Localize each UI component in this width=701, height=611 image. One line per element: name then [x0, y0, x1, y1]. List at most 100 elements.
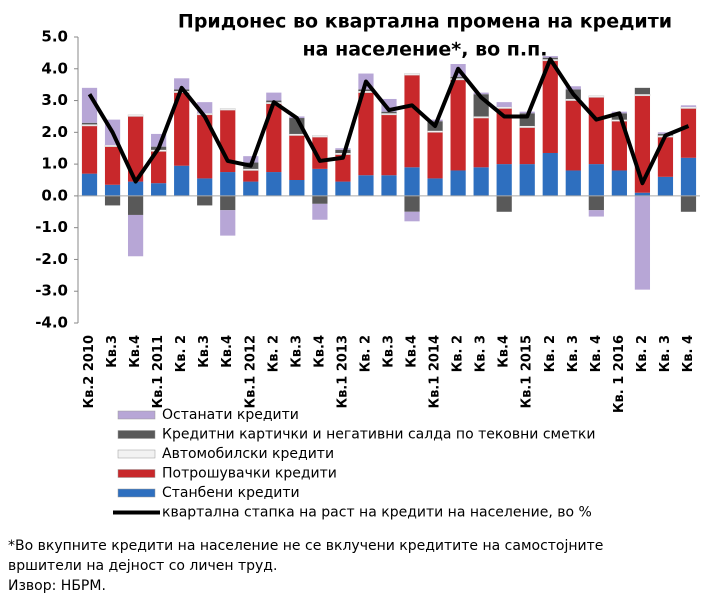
bar-segment	[151, 183, 167, 196]
bar-segment	[197, 195, 213, 206]
bar-segment	[496, 106, 513, 109]
bar-segment	[288, 133, 305, 136]
bar-segment	[381, 114, 397, 176]
legend-swatch	[117, 410, 156, 420]
bar-segment	[197, 178, 213, 196]
bar-segment	[519, 125, 536, 128]
y-tick-label: -4.0	[35, 314, 68, 332]
bar-segment	[427, 132, 443, 179]
bar-segment	[81, 124, 98, 127]
x-tick-label: Кв. 4	[589, 335, 604, 372]
x-tick-label: Кв. 3	[474, 335, 489, 372]
bar-segment	[611, 170, 627, 196]
x-tick-label: Кв. 3	[658, 335, 673, 372]
x-tick-label: Кв. 2	[174, 335, 189, 372]
y-tick-label: 2.0	[41, 123, 68, 141]
footnote: Извор: НБРМ.	[8, 578, 106, 594]
bar-segment	[104, 146, 121, 185]
bar-segment	[335, 148, 351, 150]
bar-segment	[358, 175, 374, 196]
x-tick-label: Кв.4	[128, 335, 143, 368]
bar-segment	[197, 114, 213, 179]
bar-segment	[174, 78, 190, 90]
bar-segment	[220, 210, 236, 236]
bar-segment	[496, 195, 512, 212]
bar-segment	[358, 89, 374, 92]
bar-segment	[542, 56, 558, 58]
bar-segment	[680, 157, 697, 196]
bar-segment	[266, 172, 282, 196]
bar-segment	[81, 122, 98, 125]
bar-segment	[243, 156, 259, 163]
bar-segment	[634, 93, 651, 97]
legend-label: Автомобилски кредити	[162, 446, 334, 462]
bar-segment	[496, 164, 512, 196]
bar-segment	[335, 181, 351, 196]
y-tick-label: 4.0	[41, 59, 68, 77]
bar-segment	[312, 135, 328, 138]
y-tick-label: -3.0	[35, 282, 68, 300]
x-tick-label: Кв.4	[405, 335, 420, 368]
x-tick-label: Кв.1 2014	[428, 335, 443, 409]
x-tick-label: Кв. 2	[543, 335, 558, 372]
bar-segment	[588, 195, 604, 211]
bar-segment	[81, 125, 98, 174]
y-tick-label: -1.0	[35, 218, 68, 236]
bar-segment	[588, 210, 604, 217]
x-tick-label: Кв. 2	[266, 335, 281, 372]
legend-label: Потрошувачки кредити	[162, 466, 337, 482]
x-tick-label: Кв.1 2015	[520, 335, 535, 409]
bar-segment	[127, 116, 144, 182]
bar-segment	[127, 181, 144, 196]
bar-segment	[197, 102, 213, 114]
bar-segment	[634, 87, 651, 95]
bar-segment	[496, 102, 512, 107]
legend-swatch	[117, 430, 156, 439]
chart-title: на население*, во п.п.	[303, 39, 548, 61]
line	[87, 57, 690, 186]
x-tick-label: Кв. 2	[635, 335, 650, 372]
bar-segment	[519, 164, 535, 196]
footnote: вршители на дејност со личен труд.	[8, 558, 277, 574]
legend-swatch	[117, 488, 156, 498]
bar-segment	[381, 113, 397, 116]
bar-segment	[565, 100, 581, 171]
bar-segment	[81, 87, 98, 123]
bar-segment	[81, 173, 98, 196]
bar-segment	[404, 195, 420, 212]
bar-segment	[450, 76, 466, 79]
bar-segment	[220, 172, 236, 196]
legend-swatch	[117, 449, 156, 459]
bar-segment	[680, 108, 697, 158]
bar-segment	[381, 175, 397, 196]
bar-segment	[657, 176, 674, 196]
x-tick-label: Кв.2 2010	[82, 335, 97, 409]
legend-label: Останати кредити	[162, 407, 299, 423]
bar-segment	[104, 184, 121, 196]
bar-segment	[127, 195, 144, 215]
bar-segment	[404, 167, 420, 196]
x-tick-label: Кв.1 2011	[151, 335, 166, 409]
bar-segment	[312, 168, 328, 196]
x-tick-label: Кв. 1 2016	[612, 335, 627, 413]
bar-segment	[427, 119, 443, 122]
bar-segment	[266, 103, 282, 173]
bar-segment	[588, 97, 604, 165]
bar-segment	[312, 203, 328, 220]
bar-segment	[312, 195, 328, 204]
bar-segment	[473, 92, 489, 95]
bar-segment	[565, 86, 581, 90]
bar-segment	[127, 214, 144, 257]
chart-title: Придонес во квартална промена на кредити	[178, 11, 672, 33]
x-tick-label: Кв. 2	[358, 335, 373, 372]
footnote: *Во вкупните кредити на население не се …	[8, 538, 603, 554]
x-tick-label: Кв.1 2013	[335, 335, 350, 409]
bar-segment	[381, 111, 397, 114]
bar-segment	[611, 121, 627, 171]
x-tick-label: Кв.3	[289, 335, 304, 368]
x-tick-label: Кв.1 2012	[243, 335, 258, 409]
x-tick-label: Кв.4	[497, 335, 512, 368]
bar-segment	[634, 192, 651, 196]
bar-segment	[335, 154, 351, 182]
